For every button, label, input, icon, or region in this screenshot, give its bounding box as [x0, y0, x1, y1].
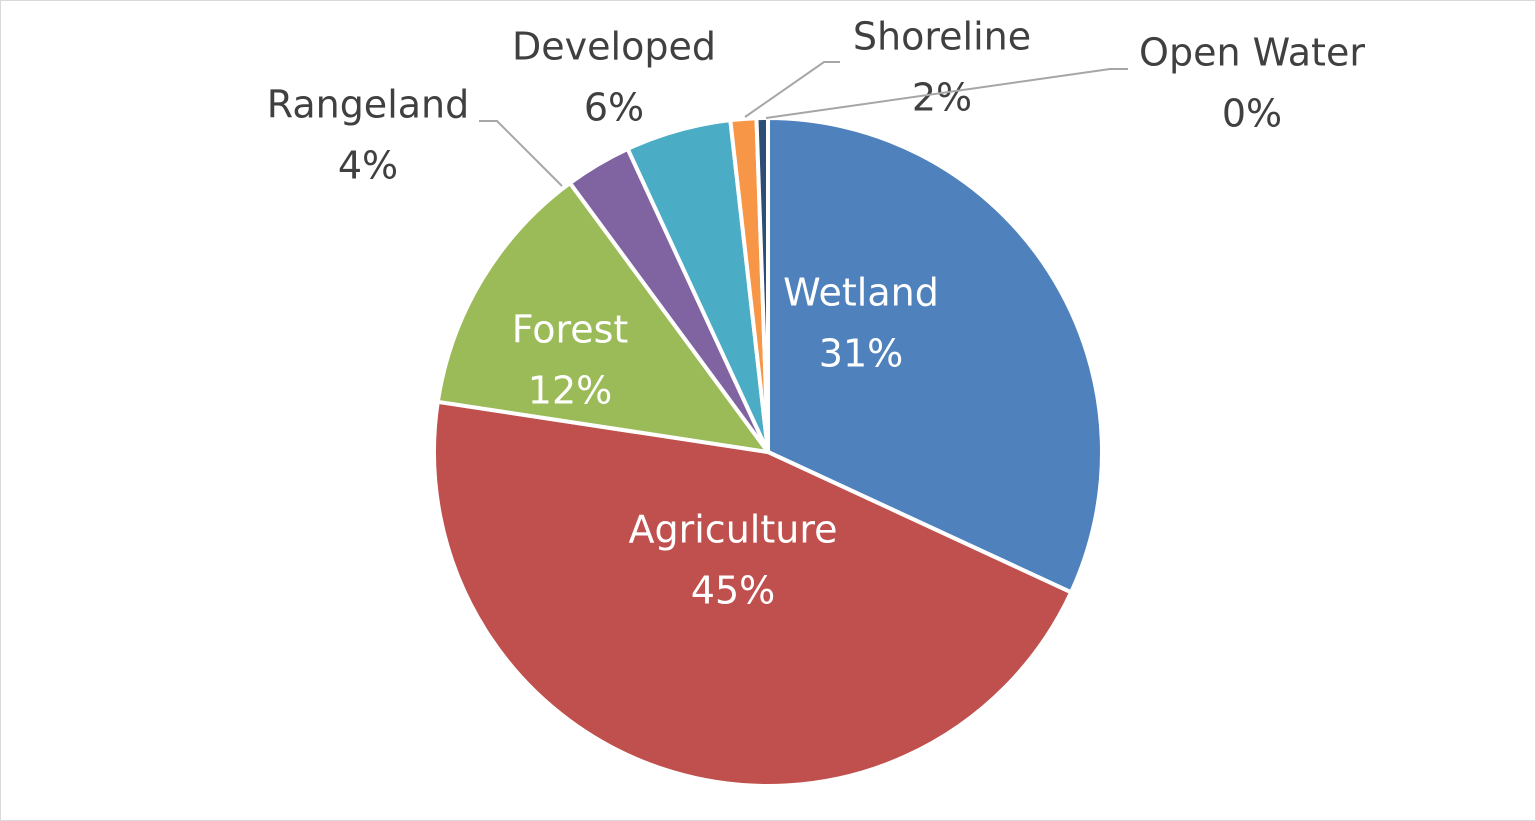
pie-slice-agriculture — [432, 399, 1074, 789]
slice-label-rangeland: Rangeland — [267, 83, 470, 127]
slice-label-wetland: Wetland — [783, 271, 939, 315]
slice-label-open-water: Open Water — [1139, 31, 1365, 75]
slice-label-shoreline: Shoreline — [853, 15, 1031, 59]
leader-line-open-water — [765, 68, 1128, 119]
slice-value-agriculture: 45% — [691, 569, 775, 613]
pie-slice-forest — [435, 181, 770, 454]
slice-value-developed: 6% — [584, 86, 644, 130]
slice-value-rangeland: 4% — [338, 144, 398, 188]
slice-value-shoreline: 2% — [912, 76, 972, 120]
leader-line-rangeland — [479, 120, 563, 187]
slice-label-agriculture: Agriculture — [629, 508, 838, 552]
slice-value-forest: 12% — [528, 369, 612, 413]
slice-value-open-water: 0% — [1222, 92, 1282, 136]
pie-slice-wetland — [766, 116, 1104, 595]
leader-line-shoreline — [744, 61, 840, 118]
slice-label-forest: Forest — [512, 308, 629, 352]
slice-value-wetland: 31% — [819, 332, 903, 376]
slice-label-developed: Developed — [512, 25, 716, 69]
